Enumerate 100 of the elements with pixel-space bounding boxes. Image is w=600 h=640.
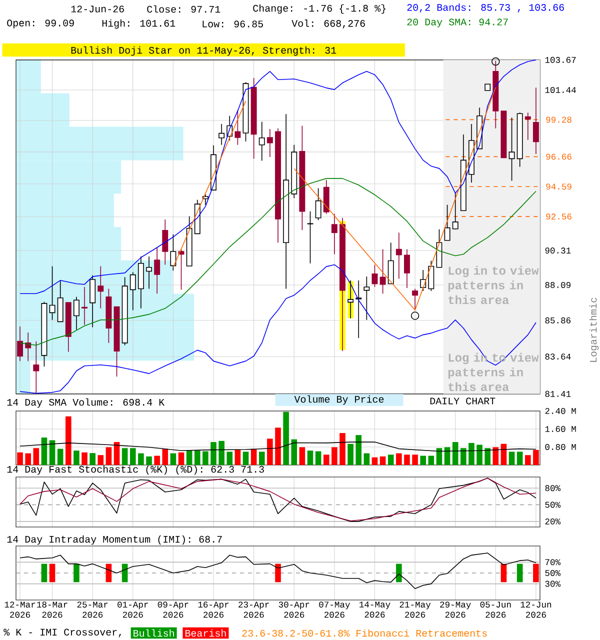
bar xyxy=(299,447,306,465)
bar xyxy=(533,450,539,465)
chart-title: 14 Day Fast Stochastic (%K) (%D): 62.3 71.3 xyxy=(7,465,264,475)
bar xyxy=(98,455,104,465)
bar xyxy=(476,444,482,465)
bar xyxy=(146,456,152,465)
bar xyxy=(388,454,394,465)
bar xyxy=(283,412,289,465)
ref-line-label: 99.28 xyxy=(546,116,572,123)
bar xyxy=(396,453,402,465)
y-tick-label: 1.60 M xyxy=(545,426,576,432)
annotation: Log in to view patterns in this area xyxy=(448,266,539,304)
bar xyxy=(291,439,298,465)
bar xyxy=(340,433,346,465)
x-tick-label: 23-Apr 2026 xyxy=(238,602,269,618)
bar xyxy=(250,449,257,465)
ref-line-label: 92.56 xyxy=(546,214,572,220)
x-tick-label: 09-Apr 2026 xyxy=(158,602,188,618)
bar xyxy=(106,447,112,465)
candlestick xyxy=(372,264,378,288)
candlestick xyxy=(356,280,362,338)
x-tick-label: 25-Mar 2026 xyxy=(77,602,108,618)
y-tick-label: 83.64 xyxy=(545,354,571,360)
bar xyxy=(194,450,200,465)
candlestick xyxy=(33,340,40,394)
bar xyxy=(460,448,466,465)
candlestick xyxy=(396,232,402,280)
candlestick xyxy=(524,112,531,140)
bar xyxy=(49,440,56,465)
x-tick-label: 05-Jun 2026 xyxy=(480,602,511,618)
y-tick-label: 81.41 xyxy=(545,390,571,397)
candlestick xyxy=(307,210,314,264)
candlestick xyxy=(380,248,386,294)
bar xyxy=(210,442,216,465)
candlestick xyxy=(25,332,32,362)
candlestick xyxy=(452,192,458,230)
bar xyxy=(170,453,176,465)
y-axis-title: Logarithmic xyxy=(589,298,599,362)
candlestick xyxy=(170,234,176,271)
bar xyxy=(323,454,330,465)
x-tick-label: 01-Apr 2026 xyxy=(118,602,148,618)
candlestick xyxy=(532,87,539,154)
y-tick-label: 20% xyxy=(545,518,561,524)
text: Open: 99.09 xyxy=(7,20,74,28)
line-series xyxy=(20,442,536,452)
bar xyxy=(524,455,531,465)
bar xyxy=(372,457,378,465)
text: 23.6-38.2-50-61.8% Fibonacci Retracements xyxy=(242,629,487,637)
text: Close: 97.71 xyxy=(147,5,220,13)
y-tick-label: 103.67 xyxy=(545,56,576,63)
text: High: 101.61 xyxy=(102,19,176,29)
text: Volume By Price xyxy=(294,395,384,405)
candlestick xyxy=(412,288,418,311)
candlestick xyxy=(404,248,410,288)
text: DAILY CHART xyxy=(430,398,496,404)
bar xyxy=(484,448,490,465)
text: Bearish xyxy=(185,629,226,637)
bar xyxy=(492,447,499,465)
bar xyxy=(138,453,144,465)
x-tick-label: 14-May 2026 xyxy=(360,602,390,618)
candlestick xyxy=(146,256,152,290)
bar xyxy=(33,448,40,465)
bar xyxy=(122,448,128,465)
legend-title: % K - IMI Crossover, xyxy=(4,628,121,638)
y-tick-label: 88.09 xyxy=(545,282,570,288)
candlestick xyxy=(266,128,273,158)
chart-title: 14 Day Intraday Momentum (IMI): 68.7 xyxy=(7,535,222,545)
line-series xyxy=(20,552,536,590)
candlestick xyxy=(57,280,64,322)
text: Change: -1.76 {-1.8 %} xyxy=(253,4,386,14)
bar xyxy=(178,452,184,465)
text: Bullish xyxy=(134,629,174,637)
y-tick-label: 85.86 xyxy=(545,317,571,324)
y-tick-label: 30% xyxy=(545,580,561,587)
bar xyxy=(428,456,434,465)
bar xyxy=(114,442,120,465)
x-tick-label: 16-Apr 2026 xyxy=(198,602,229,618)
bar xyxy=(130,448,136,465)
bar xyxy=(516,452,523,465)
bar xyxy=(468,442,474,465)
bar xyxy=(90,453,96,465)
candlestick xyxy=(315,188,322,221)
bar xyxy=(57,448,64,465)
candlestick xyxy=(218,124,225,146)
candlestick xyxy=(508,117,515,182)
y-tick-label: 50% xyxy=(545,570,561,576)
bar xyxy=(275,428,281,465)
bar xyxy=(25,453,31,465)
bar xyxy=(452,442,458,465)
candlestick xyxy=(258,121,265,162)
x-tick-label: 12-Jun 2026 xyxy=(520,602,552,618)
bar xyxy=(258,452,265,465)
bar xyxy=(307,450,314,465)
y-tick-label: 70% xyxy=(545,559,561,566)
bar xyxy=(444,447,450,465)
y-tick-label: 50% xyxy=(545,502,561,508)
candlestick xyxy=(98,266,104,309)
bar xyxy=(74,450,80,465)
bar xyxy=(412,454,418,465)
bar xyxy=(420,456,426,465)
